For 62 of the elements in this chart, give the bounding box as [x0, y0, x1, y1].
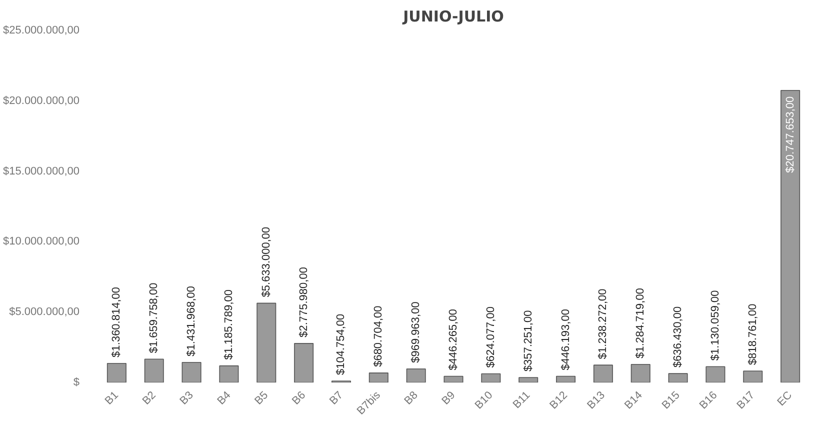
- chart-title: JUNIO-JULIO: [402, 8, 504, 26]
- bar: [630, 364, 650, 382]
- x-tick-label: B11: [510, 389, 533, 412]
- data-label: $1.238.272,00: [597, 288, 610, 360]
- x-tick-label: B15: [660, 389, 682, 412]
- data-label: $1.431.968,00: [186, 286, 198, 356]
- x-tick-label: B6: [290, 389, 308, 408]
- data-label: $446.193,00: [560, 309, 572, 370]
- data-label: $446.265,00: [448, 309, 460, 370]
- data-label: $624.077,00: [484, 306, 497, 368]
- data-label: $104.754,00: [335, 314, 348, 376]
- x-tick-label: EC: [775, 389, 795, 409]
- y-tick-label: $5.000.000,00: [9, 306, 80, 318]
- data-label: $1.130.059,00: [709, 290, 722, 361]
- x-tick-label: B3: [178, 389, 196, 408]
- data-label: $1.284.719,00: [634, 288, 647, 358]
- y-tick-label: $20.000.000,00: [3, 94, 80, 107]
- x-tick-label: B14: [622, 389, 645, 412]
- y-tick-label: $10.000.000,00: [3, 236, 80, 248]
- bar: [556, 376, 576, 382]
- x-tick-label: B1: [102, 389, 121, 408]
- y-tick-label: $15.000.000,00: [3, 165, 80, 178]
- bar: [182, 362, 202, 382]
- bar: [706, 366, 726, 382]
- data-label: $1.185.789,00: [222, 289, 235, 360]
- bar: [743, 370, 763, 382]
- data-label: $357.251,00: [522, 310, 534, 372]
- bar: [780, 90, 800, 382]
- bar: [518, 377, 538, 382]
- x-tick-label: B9: [440, 389, 458, 408]
- bar: [144, 358, 164, 382]
- data-label: $636.430,00: [672, 306, 684, 368]
- x-tick-label: B16: [697, 389, 720, 412]
- x-tick-label: B5: [252, 389, 271, 408]
- data-label: $818.761,00: [746, 304, 759, 365]
- x-tick-label: B4: [215, 389, 234, 408]
- x-tick-label: B13: [585, 389, 608, 412]
- x-tick-label: B8: [402, 389, 420, 408]
- bar: [294, 343, 314, 382]
- x-tick-label: B7: [327, 389, 346, 408]
- bar: [368, 372, 388, 382]
- y-tick-label: $25.000.000,00: [3, 24, 80, 36]
- data-label: $969.963,00: [410, 302, 422, 363]
- bar: [593, 364, 613, 382]
- x-tick-label: B12: [548, 389, 570, 412]
- data-label: $1.659.758,00: [148, 282, 160, 354]
- bar: [256, 302, 276, 382]
- bar: [406, 368, 426, 382]
- bar: [106, 362, 126, 382]
- bar: [668, 373, 688, 382]
- x-tick-label: B17: [734, 389, 758, 412]
- bar: [481, 373, 501, 382]
- data-label: $20.747.653,00: [784, 96, 796, 173]
- bar: [219, 365, 239, 382]
- y-tick-label: $: [73, 376, 80, 388]
- x-tick-label: B10: [472, 389, 496, 412]
- x-tick-label: B2: [140, 389, 158, 408]
- data-label: $1.360.814,00: [110, 286, 123, 358]
- data-label: $2.775.980,00: [298, 267, 310, 338]
- bar: [444, 376, 464, 382]
- data-label: $680.704,00: [372, 306, 385, 367]
- data-label: $5.633.000,00: [260, 226, 272, 298]
